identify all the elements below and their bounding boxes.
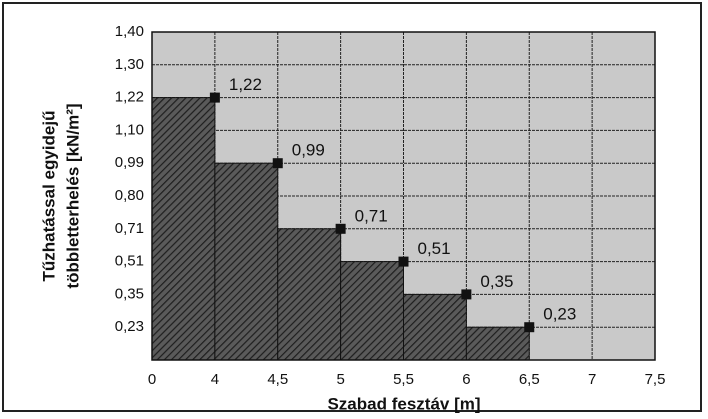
y-tick-label: 0,71: [115, 220, 144, 237]
x-tick-label: 0: [148, 371, 156, 388]
y-tick-label: 0,99: [115, 154, 144, 171]
step-bar: [403, 293, 467, 361]
x-tick-label: 5,5: [393, 371, 414, 388]
y-tick-label: 1,22: [115, 89, 144, 106]
point-marker: [272, 158, 283, 169]
y-tick-label: 0,23: [115, 318, 144, 335]
data-label: 0,99: [292, 141, 325, 160]
y-axis-label: többletterhelés [kN/m²]: [63, 103, 82, 288]
x-tick-label: 7,5: [645, 371, 666, 388]
x-tick-label: 4,5: [267, 371, 288, 388]
point-marker: [335, 223, 346, 234]
point-marker: [461, 289, 472, 300]
x-tick-label: 7: [588, 371, 596, 388]
plot-border: [151, 31, 656, 361]
y-tick-label: 0,51: [115, 253, 144, 270]
step-bar: [214, 162, 279, 361]
y-tick-label: 1,10: [115, 121, 144, 138]
point-marker: [209, 92, 220, 103]
data-label: 1,22: [229, 75, 262, 94]
y-tick-label: 1,30: [115, 56, 144, 73]
y-axis-label: Tűzhatással egyidejű: [39, 111, 58, 282]
step-bar: [151, 97, 216, 361]
data-label: 0,23: [543, 305, 576, 324]
point-marker: [398, 256, 409, 267]
step-bar: [465, 326, 530, 361]
data-label: 0,35: [480, 272, 513, 291]
y-tick-label: 1,40: [115, 23, 144, 40]
x-tick-label: 5: [336, 371, 344, 388]
y-tick-label: 0,80: [115, 187, 144, 204]
x-tick-label: 6: [462, 371, 470, 388]
x-tick-label: 4: [211, 371, 219, 388]
x-axis-label: Szabad fesztáv [m]: [327, 394, 480, 413]
step-bar: [277, 228, 342, 361]
y-tick-label: 0,35: [115, 285, 144, 302]
data-label: 0,51: [418, 239, 451, 258]
step-bar: [340, 261, 404, 361]
point-marker: [524, 322, 535, 333]
frame: [2, 2, 702, 412]
data-label: 0,71: [355, 206, 388, 225]
x-tick-label: 6,5: [519, 371, 540, 388]
